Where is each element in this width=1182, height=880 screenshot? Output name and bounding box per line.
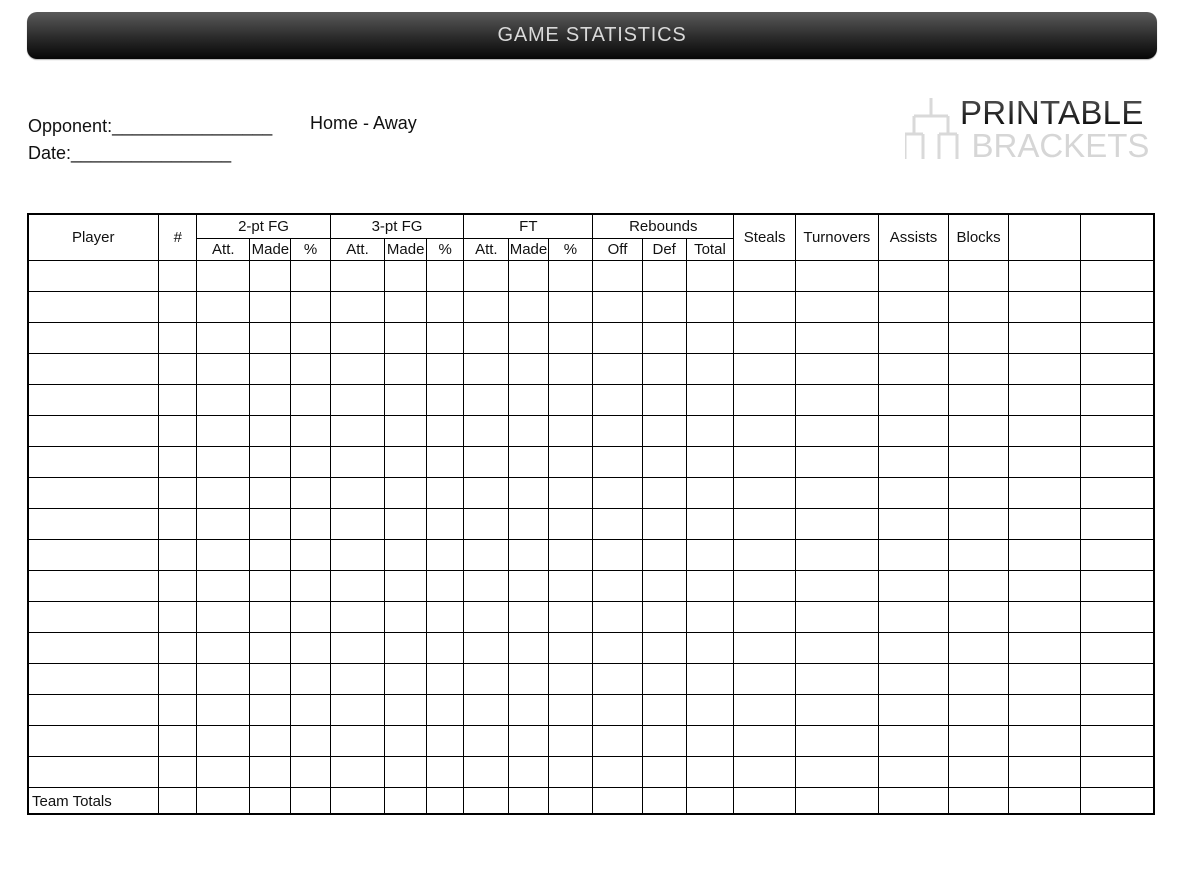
svg-text:PRINTABLE: PRINTABLE (960, 94, 1144, 131)
svg-text:BRACKETS: BRACKETS (972, 127, 1150, 164)
